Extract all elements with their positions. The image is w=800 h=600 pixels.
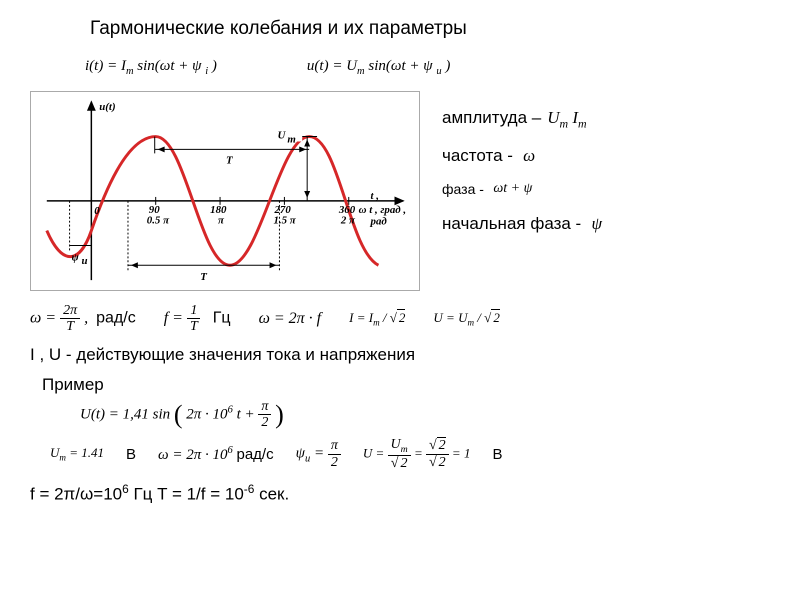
- parameter-list: амплитуда – Um Im частота - ω фаза - ωt …: [442, 91, 770, 291]
- rms-description: I , U - действующие значения тока и напр…: [30, 345, 770, 365]
- eq-u: u(t) = Um sin(ωt + ψ u ): [307, 58, 450, 77]
- svg-text:0.5 π: 0.5 π: [147, 215, 170, 227]
- waveform-chart: U m T T ψ u u(t) 0 90 0.5 π: [30, 91, 420, 291]
- example-values: Um = 1.41 В ω = 2π · 106 рад/с ψu = π2 U…: [50, 437, 770, 472]
- svg-text:рад: рад: [370, 216, 388, 228]
- formula-row: ω = 2πT , рад/с f = 1T Гц ω = 2π · f I =…: [30, 303, 770, 335]
- svg-text:ω t , град ,: ω t , град ,: [359, 204, 406, 216]
- formula-U-rms: U = Um / √2: [433, 310, 499, 328]
- param-initial-phase: начальная фаза - ψ: [442, 205, 770, 242]
- svg-text:m: m: [287, 133, 295, 145]
- svg-text:1.5 π: 1.5 π: [274, 215, 297, 227]
- final-line: f = 2π/ω=106 Гц T = 1/f = 10-6 сек.: [30, 482, 770, 505]
- param-frequency: частота - ω: [442, 137, 770, 174]
- page-title: Гармонические колебания и их параметры: [90, 18, 770, 40]
- formula-f: f = 1T Гц: [164, 303, 231, 335]
- example-eq-U: U(t) = 1,41 sin ( 2π · 106 t + π2 ): [80, 399, 770, 431]
- svg-text:0: 0: [94, 205, 100, 217]
- svg-text:T: T: [226, 154, 233, 166]
- svg-text:t ,: t ,: [371, 190, 379, 202]
- formula-I-rms: I = Im / √2: [349, 310, 405, 328]
- main-equations: i(t) = Im sin(ωt + ψ i ) u(t) = Um sin(ω…: [85, 58, 770, 77]
- svg-text:ψ: ψ: [72, 251, 80, 263]
- svg-text:u(t): u(t): [99, 101, 115, 113]
- example-label: Пример: [42, 375, 770, 395]
- svg-text:2 π: 2 π: [340, 215, 356, 227]
- formula-omega: ω = 2πT , рад/с: [30, 303, 136, 335]
- param-amplitude: амплитуда – Um Im: [442, 99, 770, 137]
- svg-text:U: U: [277, 130, 286, 142]
- param-phase: фаза - ωt + ψ: [442, 174, 770, 205]
- formula-omega-f: ω = 2π · f: [259, 310, 322, 328]
- svg-text:u: u: [81, 255, 87, 267]
- svg-text:π: π: [218, 215, 225, 227]
- svg-text:T: T: [200, 271, 207, 283]
- eq-i: i(t) = Im sin(ωt + ψ i ): [85, 58, 217, 77]
